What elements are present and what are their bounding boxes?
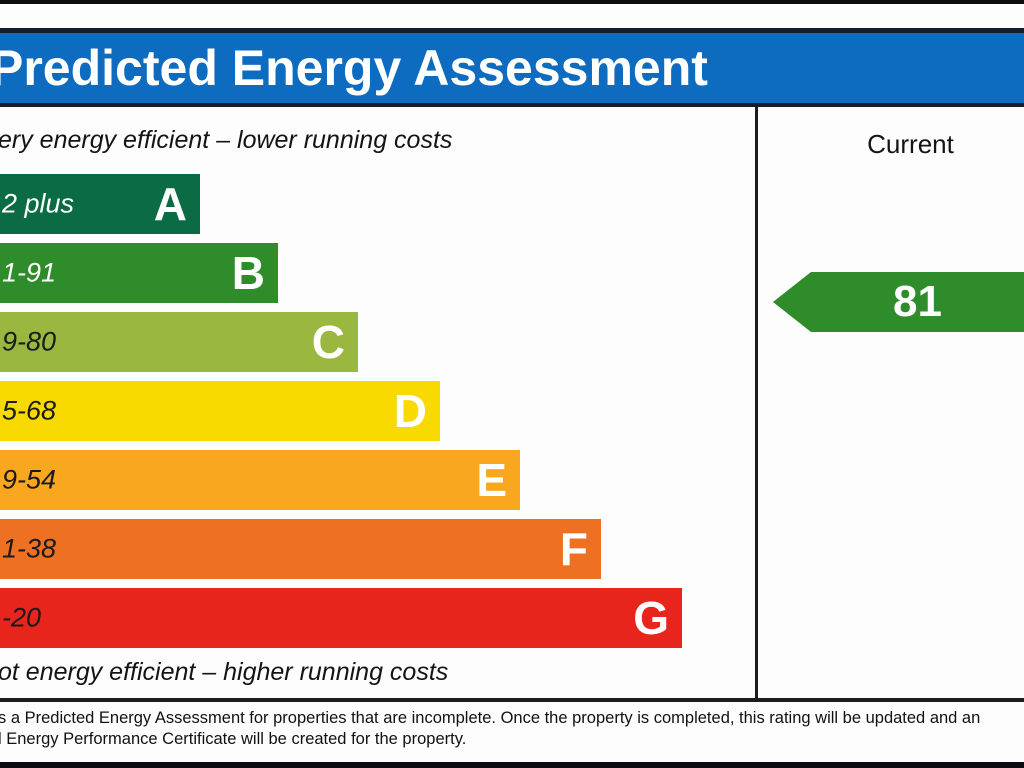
rating-bands: 2 plus A 1-91 B 9-80 C 5-68 D 9-54 E 1-38 F -20 G xyxy=(0,174,682,657)
top-letterbox-bar xyxy=(0,0,1024,4)
band-c: 9-80 C xyxy=(0,312,358,372)
band-range-label: 9-80 xyxy=(2,326,57,357)
band-letter: G xyxy=(633,592,669,644)
bottom-caption: ot energy efficient – higher running cos… xyxy=(0,658,449,686)
current-column-header: Current xyxy=(867,129,954,159)
band-f: 1-38 F xyxy=(0,519,601,579)
top-caption: ery energy efficient – lower running cos… xyxy=(0,126,453,154)
footer-line-1: s a Predicted Energy Assessment for prop… xyxy=(0,709,981,727)
current-rating-value: 81 xyxy=(893,277,942,326)
band-letter: B xyxy=(231,247,265,299)
band-b: 1-91 B xyxy=(0,243,278,303)
band-letter: C xyxy=(311,316,345,368)
chart-header: Predicted Energy Assessment xyxy=(0,28,1024,107)
footer-disclaimer: s a Predicted Energy Assessment for prop… xyxy=(0,708,1008,750)
band-letter: D xyxy=(393,385,427,437)
band-d: 5-68 D xyxy=(0,381,440,441)
band-e: 9-54 E xyxy=(0,450,520,510)
current-rating-arrow: 81 xyxy=(773,272,1024,332)
band-letter: F xyxy=(559,523,588,575)
band-range-label: 1-91 xyxy=(2,257,57,288)
band-range-label: 1-38 xyxy=(2,533,57,564)
band-range-label: 9-54 xyxy=(2,464,57,495)
band-a: 2 plus A xyxy=(0,174,200,234)
band-letter: A xyxy=(153,178,187,230)
footer-line-2: l Energy Performance Certificate will be… xyxy=(0,730,467,748)
band-g: -20 G xyxy=(0,588,682,648)
chart-bottom-border xyxy=(0,698,1024,702)
bottom-letterbox-bar xyxy=(0,762,1024,768)
band-range-label: -20 xyxy=(2,602,42,633)
band-letter: E xyxy=(476,454,507,506)
column-divider xyxy=(755,107,758,700)
page-title: Predicted Energy Assessment xyxy=(0,40,708,96)
band-range-label: 2 plus xyxy=(2,188,75,219)
band-range-label: 5-68 xyxy=(2,395,57,426)
